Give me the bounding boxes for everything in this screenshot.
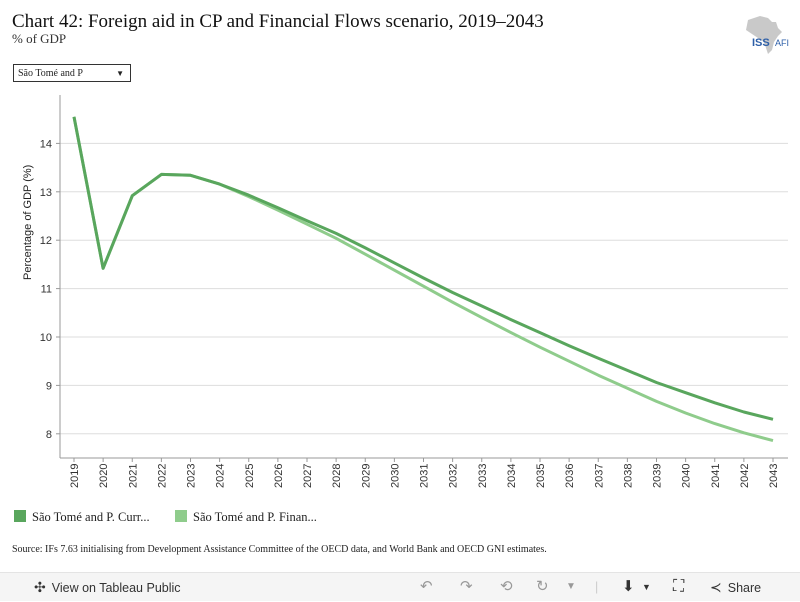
logo-afi-text: AFI: [775, 38, 789, 48]
legend-swatch-current: [14, 510, 26, 522]
series-line-current[interactable]: [72, 116, 774, 421]
x-tick-label: 2035: [535, 464, 547, 488]
x-tick-label: 2037: [593, 464, 605, 488]
x-tick-label: 2030: [389, 464, 401, 488]
grid-lines: [60, 142, 788, 435]
y-tick-label: 8: [46, 429, 52, 441]
x-tick-label: 2027: [302, 464, 314, 488]
x-tick-label: 2025: [244, 464, 256, 488]
y-tick-label: 13: [40, 187, 52, 199]
view-on-tableau-label: View on Tableau Public: [51, 581, 181, 595]
toolbar-divider: |: [595, 580, 599, 594]
x-tick-label: 2021: [127, 464, 139, 488]
legend-swatch-financial: [175, 510, 187, 522]
y-tick-label: 12: [40, 235, 52, 247]
x-tick-label: 2032: [448, 464, 460, 488]
y-tick-label: 14: [40, 138, 52, 150]
x-tick-label: 2033: [477, 464, 489, 488]
legend-item-current[interactable]: São Tomé and P. Curr...: [14, 510, 150, 525]
x-tick-label: 2042: [739, 464, 751, 488]
y-axis: 8 9 10 11 12 13 14: [40, 95, 61, 458]
x-tick-label: 2031: [419, 464, 431, 488]
share-label: Share: [727, 581, 762, 595]
chart-subtitle: % of GDP: [12, 31, 67, 46]
revert-icon[interactable]: ⟲: [500, 578, 513, 595]
country-filter-dropdown[interactable]: São Tomé and P ▼: [13, 64, 131, 82]
download-icon[interactable]: ⬇: [622, 578, 635, 595]
legend-item-financial[interactable]: São Tomé and P. Finan...: [175, 510, 317, 525]
x-tick-label: 2024: [215, 464, 227, 488]
undo-icon[interactable]: ↶: [420, 578, 433, 595]
source-note: Source: IFs 7.63 initialising from Devel…: [12, 544, 547, 555]
x-tick-label: 2023: [186, 464, 198, 488]
legend-label-financial: São Tomé and P. Finan...: [193, 510, 317, 524]
y-tick-label: 9: [46, 380, 52, 392]
x-tick-label: 2041: [710, 464, 722, 488]
tableau-toolbar: ✣ View on Tableau Public ↶ ↷ ⟲ ↻ ▼ | ⬇ ▼ …: [0, 572, 800, 601]
x-tick-label: 2029: [360, 464, 372, 488]
x-tick-label: 2020: [98, 464, 110, 488]
x-tick-label: 2036: [564, 464, 576, 488]
x-tick-label: 2040: [681, 464, 693, 488]
fullscreen-icon[interactable]: ⛶: [673, 578, 685, 595]
country-filter-value: São Tomé and P: [18, 68, 83, 79]
line-chart: 8 9 10 11 12 13 14 2019 2020 2021 2022 2023 2024 202…: [40, 95, 788, 488]
iss-africa-logo: ISS AFI: [738, 12, 792, 56]
y-tick-label: 11: [41, 284, 52, 296]
logo-iss-text: ISS: [752, 37, 770, 49]
x-tick-label: 2028: [331, 464, 343, 488]
x-axis: 2019 2020 2021 2022 2023 2024 2025 2026 2027 2028…: [60, 457, 788, 488]
x-tick-label: 2019: [69, 464, 81, 488]
x-tick-label: 2039: [652, 464, 664, 488]
x-tick-label: 2026: [273, 464, 285, 488]
legend-label-current: São Tomé and P. Curr...: [32, 510, 150, 524]
tableau-logo-icon: ✣: [34, 579, 46, 595]
refresh-icon[interactable]: ↻: [536, 578, 549, 595]
x-tick-label: 2038: [622, 464, 634, 488]
chart-title: Chart 42: Foreign aid in CP and Financia…: [12, 11, 544, 32]
view-on-tableau-button[interactable]: ✣ View on Tableau Public: [34, 573, 181, 601]
africa-map-icon: ISS AFI: [746, 16, 789, 54]
x-tick-label: 2022: [156, 464, 168, 488]
x-tick-label: 2034: [506, 464, 518, 488]
share-button[interactable]: ≺ Share: [710, 573, 761, 601]
redo-icon[interactable]: ↷: [460, 578, 473, 595]
x-tick-label: 2043: [768, 464, 780, 488]
chevron-down-icon: ▼: [116, 69, 124, 78]
y-tick-label: 10: [40, 332, 52, 344]
series-lines: [72, 116, 774, 443]
refresh-menu-chevron-icon[interactable]: ▼: [566, 581, 576, 592]
share-icon: ≺: [710, 579, 722, 595]
download-menu-chevron-icon[interactable]: ▼: [642, 582, 651, 592]
